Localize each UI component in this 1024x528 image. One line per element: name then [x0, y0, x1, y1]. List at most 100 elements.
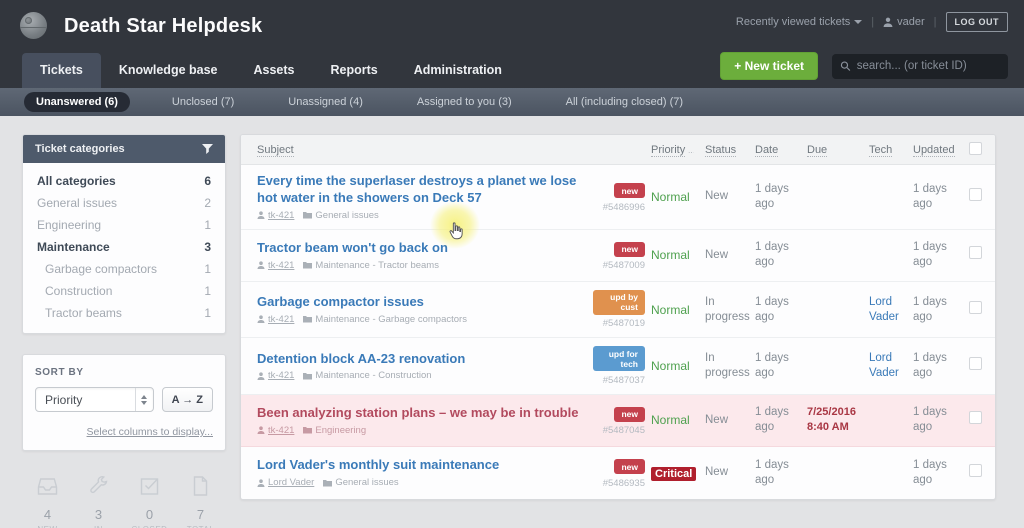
user-icon: [257, 372, 265, 380]
ticket-author-link[interactable]: tk-421: [268, 370, 295, 382]
row-checkbox[interactable]: [969, 411, 982, 425]
ticket-subject-link[interactable]: Tractor beam won't go back on: [257, 239, 448, 255]
tab-administration[interactable]: Administration: [413, 63, 502, 77]
ticket-author-link[interactable]: tk-421: [268, 424, 295, 436]
category-construction[interactable]: Construction 1: [45, 284, 211, 298]
category-tractor-beams[interactable]: Tractor beams 1: [45, 306, 211, 320]
status-badge: upd for tech: [593, 346, 645, 372]
search-input[interactable]: [856, 60, 1000, 72]
column-tech[interactable]: Tech: [869, 143, 893, 157]
column-date[interactable]: Date: [755, 143, 779, 157]
stat-in-progress: 3 IN PROGRESS: [73, 475, 124, 528]
updated-value: 1 days ago: [913, 406, 947, 434]
filter-assigned-to-you[interactable]: Assigned to you (3): [416, 96, 512, 108]
logout-button[interactable]: LOG OUT: [945, 12, 1008, 32]
tab-tickets[interactable]: Tickets: [22, 53, 101, 88]
tab-knowledge-base[interactable]: Knowledge base: [118, 63, 218, 77]
inbox-tray-icon: [37, 478, 58, 495]
ticket-subject-link[interactable]: Lord Vader's monthly suit maintenance: [257, 457, 500, 473]
date-value: 1 days ago: [755, 458, 789, 486]
table-row[interactable]: Detention block AA-23 renovation tk-421 …: [241, 338, 995, 395]
categories-title: Ticket categories: [35, 143, 125, 155]
filter-funnel-icon[interactable]: [202, 144, 213, 154]
categories-header: Ticket categories: [23, 135, 225, 163]
death-star-logo-icon: [20, 12, 47, 39]
table-row[interactable]: Lord Vader's monthly suit maintenance Lo…: [241, 447, 995, 499]
select-columns-link[interactable]: Select columns to display...: [86, 426, 213, 438]
category-maintenance[interactable]: Maintenance 3: [37, 240, 211, 254]
table-row[interactable]: Garbage compactor issues tk-421 Maintena…: [241, 282, 995, 339]
filter-unclosed[interactable]: Unclosed (7): [171, 96, 235, 108]
ticket-author-link[interactable]: Lord Vader: [268, 477, 315, 489]
ticket-category: Maintenance - Tractor beams: [315, 259, 439, 271]
divider: |: [933, 16, 937, 28]
ticket-category: Maintenance - Garbage compactors: [315, 313, 467, 325]
folder-icon: [303, 212, 313, 219]
tech-value[interactable]: Lord Vader: [869, 295, 899, 323]
ticket-category: Maintenance - Construction: [315, 370, 432, 382]
ticket-id: #5486996: [602, 201, 645, 213]
category-garbage-compactors[interactable]: Garbage compactors 1: [45, 262, 211, 276]
sort-asc-icon: [688, 151, 695, 153]
filter-unanswered[interactable]: Unanswered (6): [24, 92, 130, 112]
recently-viewed-dropdown[interactable]: Recently viewed tickets: [736, 16, 863, 28]
date-value: 1 days ago: [755, 406, 789, 434]
ticket-category: Engineering: [315, 424, 367, 436]
row-checkbox[interactable]: [969, 357, 982, 371]
status-value: New: [705, 466, 729, 479]
current-user-link[interactable]: vader: [883, 16, 925, 28]
ticket-id: #5486935: [602, 477, 645, 489]
sort-select[interactable]: Priority: [35, 387, 154, 412]
ticket-subject-link[interactable]: Detention block AA-23 renovation: [257, 350, 466, 366]
app-header: Death Star Helpdesk Recently viewed tick…: [0, 0, 1024, 88]
column-due[interactable]: Due: [807, 143, 828, 157]
folder-icon: [303, 427, 313, 434]
table-row[interactable]: Every time the superlaser destroys a pla…: [241, 165, 995, 230]
content-area: Ticket categories All categories 6 Genera…: [0, 116, 1024, 528]
tab-reports[interactable]: Reports: [330, 63, 378, 77]
column-updated[interactable]: Updated: [913, 143, 955, 157]
row-checkbox[interactable]: [969, 300, 982, 314]
status-badge: new: [614, 241, 645, 257]
filter-all[interactable]: All (including closed) (7): [565, 96, 684, 108]
ticket-author-link[interactable]: tk-421: [268, 259, 295, 271]
status-badge: new: [614, 183, 645, 199]
select-all-checkbox[interactable]: [969, 141, 982, 155]
user-icon: [257, 315, 265, 324]
status-value: New: [705, 190, 729, 203]
tech-value[interactable]: Lord Vader: [869, 352, 899, 380]
chevron-down-icon: [854, 20, 863, 25]
tab-assets[interactable]: Assets: [253, 63, 295, 77]
divider: |: [871, 16, 875, 28]
user-icon: [883, 17, 893, 27]
sidebar: Ticket categories All categories 6 Genera…: [22, 134, 226, 528]
new-ticket-button[interactable]: + New ticket: [720, 52, 818, 80]
table-row-overdue[interactable]: Been analyzing station plans – we may be…: [241, 394, 995, 447]
status-value: In progress: [705, 295, 750, 323]
ticket-subject-link[interactable]: Every time the superlaser destroys a pla…: [257, 173, 577, 205]
user-icon: [257, 211, 265, 220]
row-checkbox[interactable]: [969, 187, 982, 201]
ticket-subject-link[interactable]: Garbage compactor issues: [257, 294, 424, 310]
ticket-subject-link[interactable]: Been analyzing station plans – we may be…: [257, 404, 579, 420]
column-subject[interactable]: Subject: [257, 143, 294, 157]
column-status[interactable]: Status: [705, 143, 737, 157]
table-row[interactable]: Tractor beam won't go back on tk-421 Mai…: [241, 230, 995, 282]
user-icon: [257, 479, 265, 487]
row-checkbox[interactable]: [969, 246, 982, 260]
category-engineering[interactable]: Engineering 1: [37, 218, 211, 232]
ticket-author-link[interactable]: tk-421: [268, 209, 295, 221]
row-checkbox[interactable]: [969, 463, 982, 477]
folder-icon: [303, 262, 313, 269]
header-actions: + New ticket: [720, 52, 1008, 80]
column-priority[interactable]: Priority: [651, 143, 686, 157]
search-box[interactable]: [832, 53, 1008, 79]
ticket-table: Subject Priority Status Date Due Tech Up…: [240, 134, 996, 500]
user-bar: Recently viewed tickets | vader | LOG OU…: [736, 12, 1008, 32]
category-all[interactable]: All categories 6: [37, 174, 211, 188]
ticket-author-link[interactable]: tk-421: [268, 313, 295, 325]
sort-direction-button[interactable]: A → Z: [161, 387, 213, 412]
category-general-issues[interactable]: General issues 2: [37, 196, 211, 210]
filter-unassigned[interactable]: Unassigned (4): [288, 96, 363, 108]
ticket-category: General issues: [315, 209, 379, 221]
